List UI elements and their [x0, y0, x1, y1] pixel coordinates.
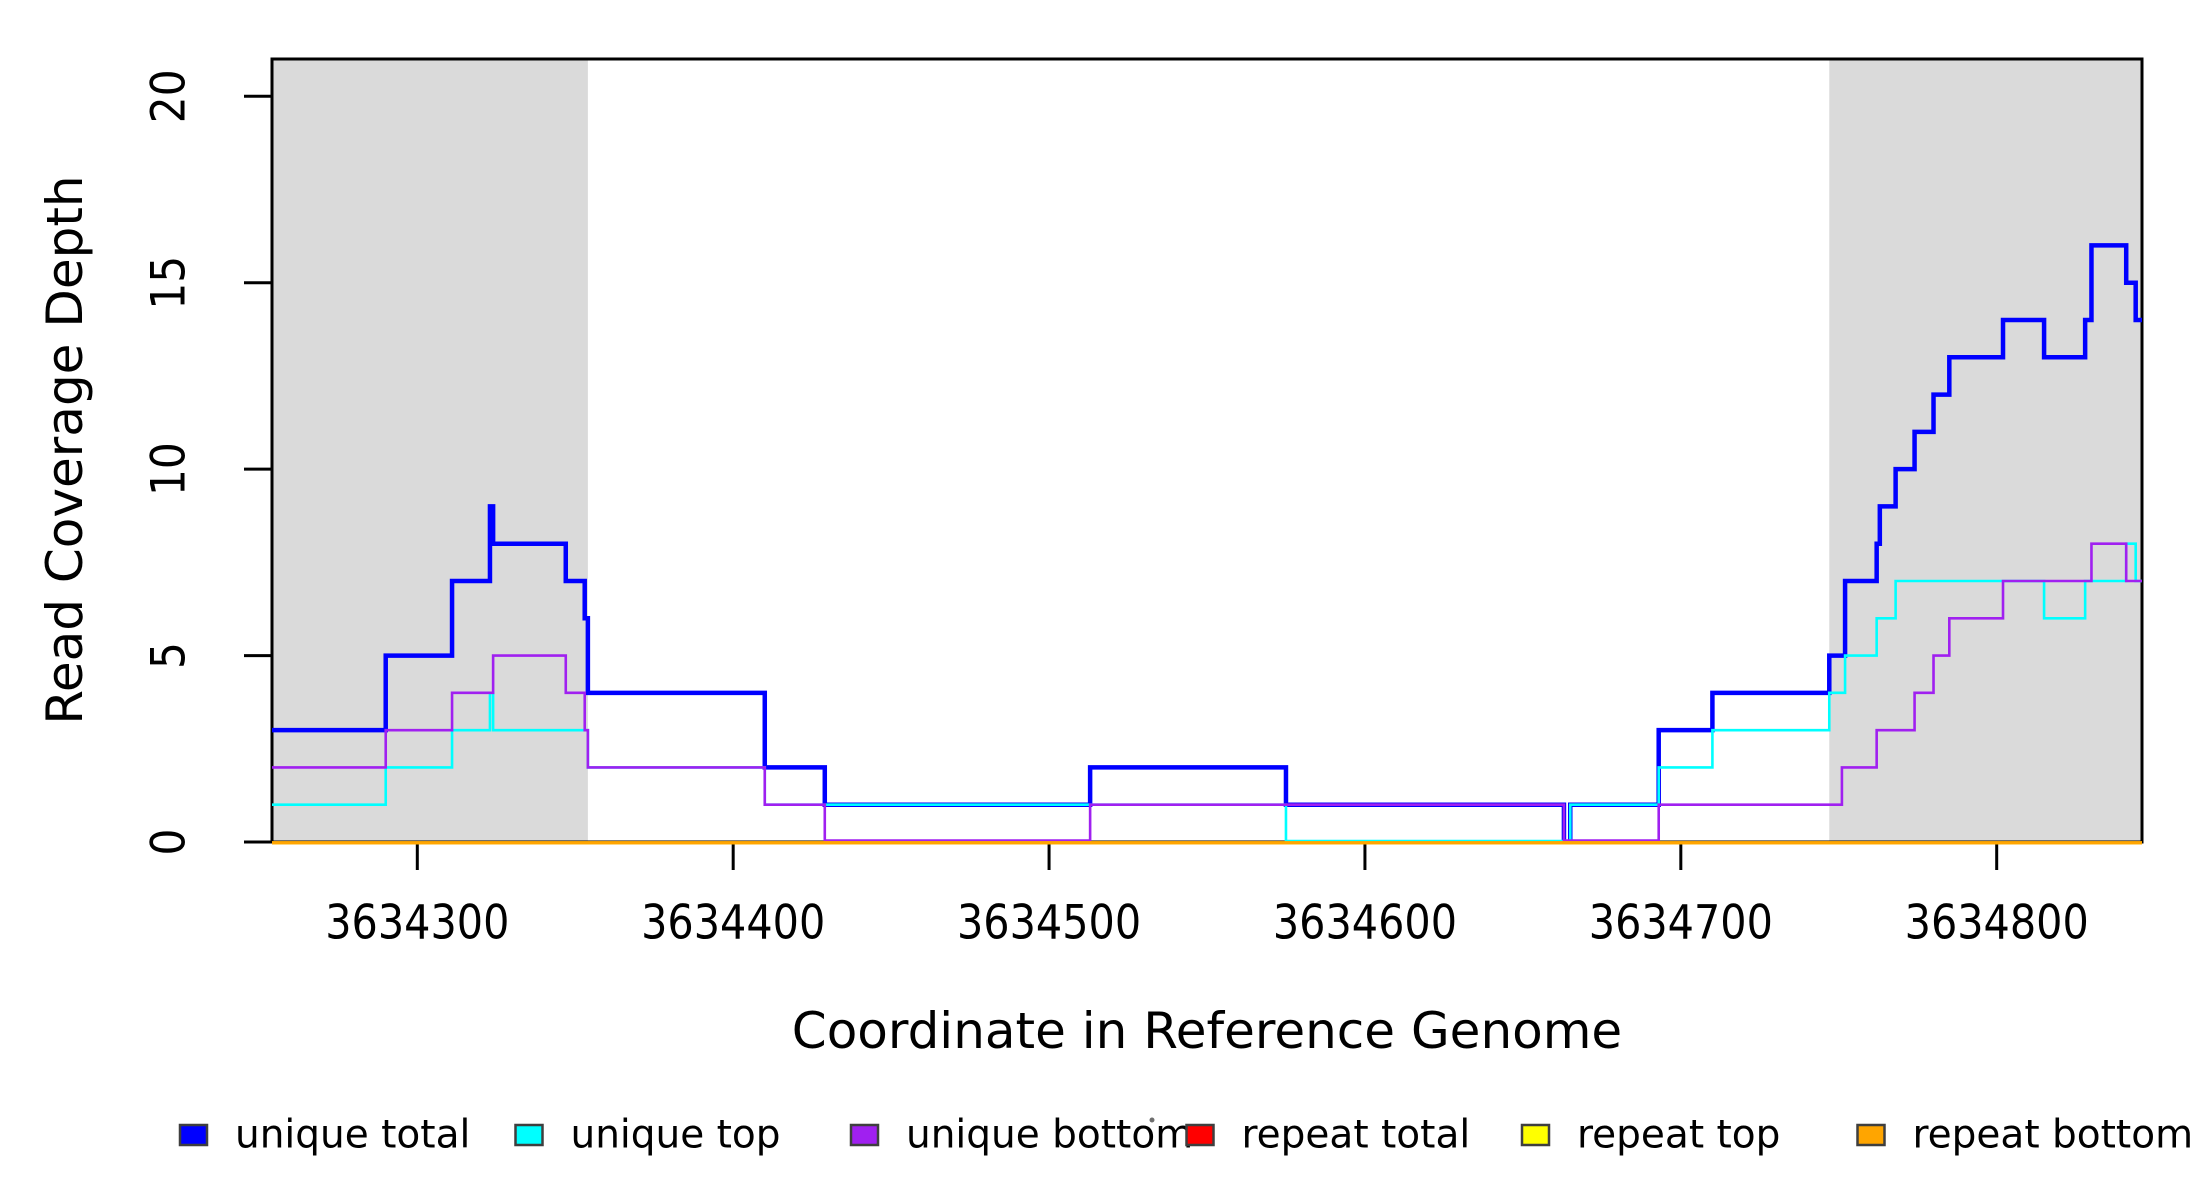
shaded-region: [1829, 59, 2142, 842]
y-tick-label: 20: [140, 69, 196, 123]
y-tick-label: 10: [140, 442, 196, 496]
series-lines: [272, 243, 2142, 845]
legend-item-repeat-bottom: repeat bottom: [1856, 1113, 2194, 1158]
x-tick-label: 3634400: [641, 896, 825, 950]
axes: 3634300 3634400 3634500 3634600 3634700 36348…: [140, 57, 2144, 950]
y-tick-label: 5: [140, 642, 196, 669]
legend-item-label: unique top: [571, 1113, 781, 1158]
x-tick-label: 3634600: [1273, 896, 1457, 950]
y-axis-title: Read Coverage Depth: [36, 175, 94, 724]
legend-swatch: [514, 1123, 544, 1147]
legend-item-label: unique bottom: [906, 1113, 1193, 1158]
legend-item-label: unique total: [235, 1113, 470, 1158]
legend-swatch: [1185, 1123, 1215, 1147]
legend-item-repeat-total: repeat total: [1185, 1113, 1471, 1158]
legend-item-unique-top: unique top: [514, 1113, 781, 1158]
x-tick-label: 3634700: [1589, 896, 1773, 950]
legend-item-unique-bottom: unique bottom: [849, 1113, 1193, 1158]
series-line-unique-bottom: [272, 542, 2142, 842]
legend-swatch: [849, 1123, 880, 1147]
legend-item-unique-total: unique total: [178, 1113, 470, 1158]
legend-swatch: [178, 1123, 209, 1147]
legend-item-label: repeat bottom: [1913, 1113, 2194, 1158]
legend-item-repeat-top: repeat top: [1520, 1113, 1780, 1158]
y-tick-label: 15: [140, 256, 196, 310]
legend: unique total unique top unique bottom repea…: [178, 1113, 2194, 1158]
legend-item-label: repeat top: [1577, 1113, 1780, 1158]
legend-item-label: repeat total: [1242, 1113, 1471, 1158]
x-tick-label: 3634500: [957, 896, 1141, 950]
y-tick-label: 0: [140, 829, 196, 856]
legend-swatch: [1520, 1123, 1551, 1147]
series-line-unique-total: [272, 243, 2142, 845]
x-axis-title: Coordinate in Reference Genome: [792, 1002, 1622, 1060]
stray-dot-mark: [1149, 1117, 1155, 1123]
x-tick-label: 3634800: [1905, 896, 2089, 950]
shaded-region: [272, 59, 588, 842]
legend-swatch: [1856, 1123, 1886, 1147]
shaded-regions: [272, 59, 2142, 842]
x-tick-label: 3634300: [325, 896, 509, 950]
